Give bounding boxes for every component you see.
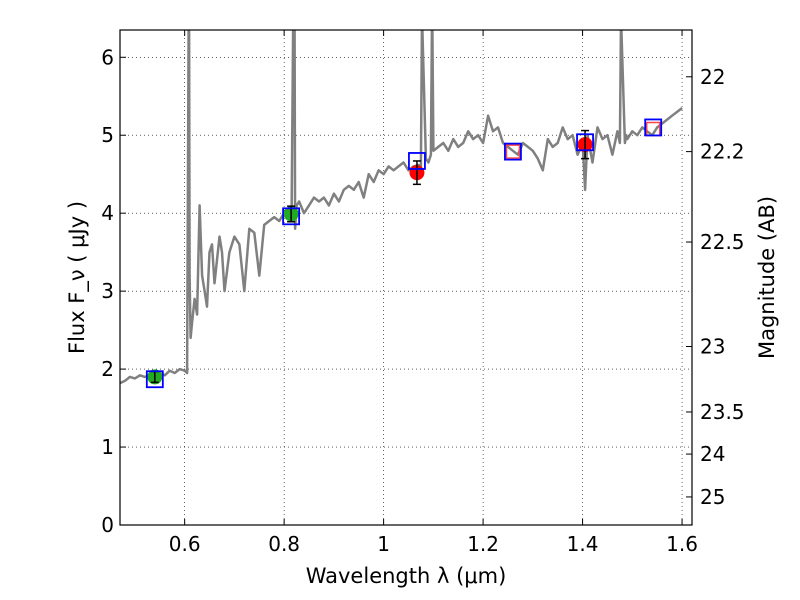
model-box-marker [145,370,164,389]
spectrum-series [120,30,683,385]
x-tick-label: 1 [377,532,390,556]
y-tick-label: 4 [101,201,114,225]
model-box-marker [408,152,426,170]
y2-tick-label: 22.5 [700,230,745,254]
model-box-marker [644,118,663,137]
red-box-marker [505,144,521,159]
grid [120,30,692,526]
spectrum-line [120,30,683,385]
y2-tick-label: 23 [700,334,725,358]
y-tick-label: 2 [101,357,114,381]
model-box-marker [576,133,594,152]
y-tick-label: 6 [101,45,114,69]
x-tick-label: 0.8 [268,532,300,556]
y2-tick-label: 25 [700,485,725,509]
x-tick-label: 1.4 [567,532,599,556]
x-tick-label: 0.6 [169,532,201,556]
y2-tick-label: 23.5 [700,400,745,424]
y-tick-label: 1 [101,435,114,459]
y-tick-label: 5 [101,123,114,147]
axis-ticks: 0.6 0.8 1 1.2 1.4 1.601234562222.222.52323.52… [101,30,745,556]
model-box-marker [504,142,522,161]
y-tick-label: 0 [101,513,114,537]
plot-frame [119,29,693,526]
y2-tick-label: 24 [700,442,725,466]
photometry-marks [145,118,663,389]
x-axis-title: Wavelength λ (μm) [306,564,507,588]
y-tick-label: 3 [101,279,114,303]
y2-tick-label: 22 [700,65,725,89]
x-tick-label: 1.6 [666,532,698,556]
model-box-marker [282,207,301,226]
y-axis-title: Flux F_ν ( μJy ) [65,201,90,354]
x-tick-label: 1.2 [467,532,499,556]
y2-axis-title: Magnitude (AB) [755,196,779,359]
y2-tick-label: 22.2 [700,140,745,164]
